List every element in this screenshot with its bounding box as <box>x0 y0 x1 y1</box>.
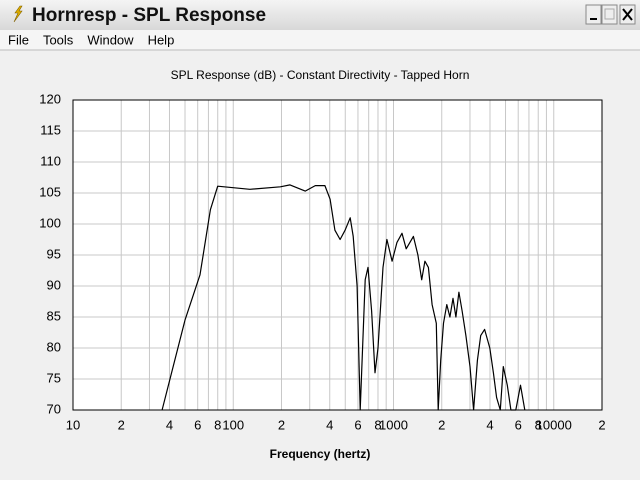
title-bar <box>0 0 640 30</box>
x-tick-label: 6 <box>354 417 361 432</box>
x-tick-label: 2 <box>118 417 125 432</box>
x-tick-label: 4 <box>486 417 493 432</box>
y-tick-label: 85 <box>47 308 61 323</box>
y-tick-label: 105 <box>39 184 61 199</box>
x-tick-label: 6 <box>194 417 201 432</box>
y-tick-label: 75 <box>47 370 61 385</box>
x-tick-label: 1000 <box>379 417 408 432</box>
x-tick-label: 2 <box>598 417 605 432</box>
maximize-glyph <box>604 8 615 20</box>
y-tick-label: 110 <box>40 153 61 168</box>
x-tick-label: 4 <box>166 417 173 432</box>
plot-border <box>72 99 603 411</box>
y-tick-label: 95 <box>47 246 61 261</box>
menu-item[interactable]: File <box>8 32 29 47</box>
x-tick-label: 100 <box>222 417 244 432</box>
x-tick-label: 8 <box>214 417 221 432</box>
app-icon <box>13 5 23 23</box>
y-tick-label: 115 <box>40 122 61 137</box>
plot <box>161 184 526 411</box>
x-tick-label: 6 <box>515 417 522 432</box>
y-tick-label: 120 <box>39 91 61 106</box>
menu-item[interactable]: Tools <box>43 32 74 47</box>
x-tick-label: 10000 <box>536 417 572 432</box>
x-tick-label: 2 <box>438 417 445 432</box>
maximize-button[interactable] <box>601 4 618 25</box>
window-buttons[interactable] <box>585 4 636 25</box>
chart-title: SPL Response (dB) - Constant Directivity… <box>171 68 470 82</box>
spl-curve <box>161 184 526 411</box>
x-tick-label: 2 <box>278 417 285 432</box>
y-tick-label: 90 <box>47 277 61 292</box>
x-tick-label: 4 <box>326 417 333 432</box>
y-tick-label: 70 <box>47 401 61 416</box>
y-tick-label: 80 <box>47 339 61 354</box>
y-tick-label: 100 <box>39 215 61 230</box>
menu-item[interactable]: Help <box>148 32 175 47</box>
minimize-button[interactable] <box>585 4 602 25</box>
close-glyph <box>622 8 633 21</box>
x-axis-label: Frequency (hertz) <box>270 447 371 461</box>
window-title: Hornresp - SPL Response <box>32 5 266 26</box>
x-tick-label: 10 <box>66 417 80 432</box>
menu-item[interactable]: Window <box>87 32 134 47</box>
menu-bar <box>0 30 640 50</box>
x-tick-label: 8 <box>374 417 381 432</box>
menu: File Tools Window Help <box>8 32 174 47</box>
x-tick-label: 8 <box>535 417 542 432</box>
